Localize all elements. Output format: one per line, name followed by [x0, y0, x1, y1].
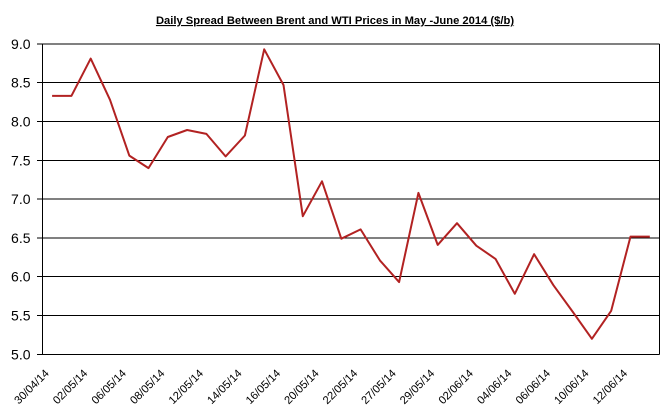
svg-text:5.0: 5.0 — [11, 346, 31, 362]
svg-text:6.0: 6.0 — [11, 269, 31, 285]
svg-text:5.5: 5.5 — [11, 308, 31, 324]
svg-text:9.0: 9.0 — [11, 36, 31, 52]
svg-text:Daily Spread Between Brent and: Daily Spread Between Brent and WTI Price… — [156, 15, 514, 27]
svg-text:7.0: 7.0 — [11, 191, 31, 207]
svg-text:8.5: 8.5 — [11, 75, 31, 91]
svg-text:6.5: 6.5 — [11, 230, 31, 246]
svg-text:7.5: 7.5 — [11, 152, 31, 168]
svg-text:8.0: 8.0 — [11, 114, 31, 130]
